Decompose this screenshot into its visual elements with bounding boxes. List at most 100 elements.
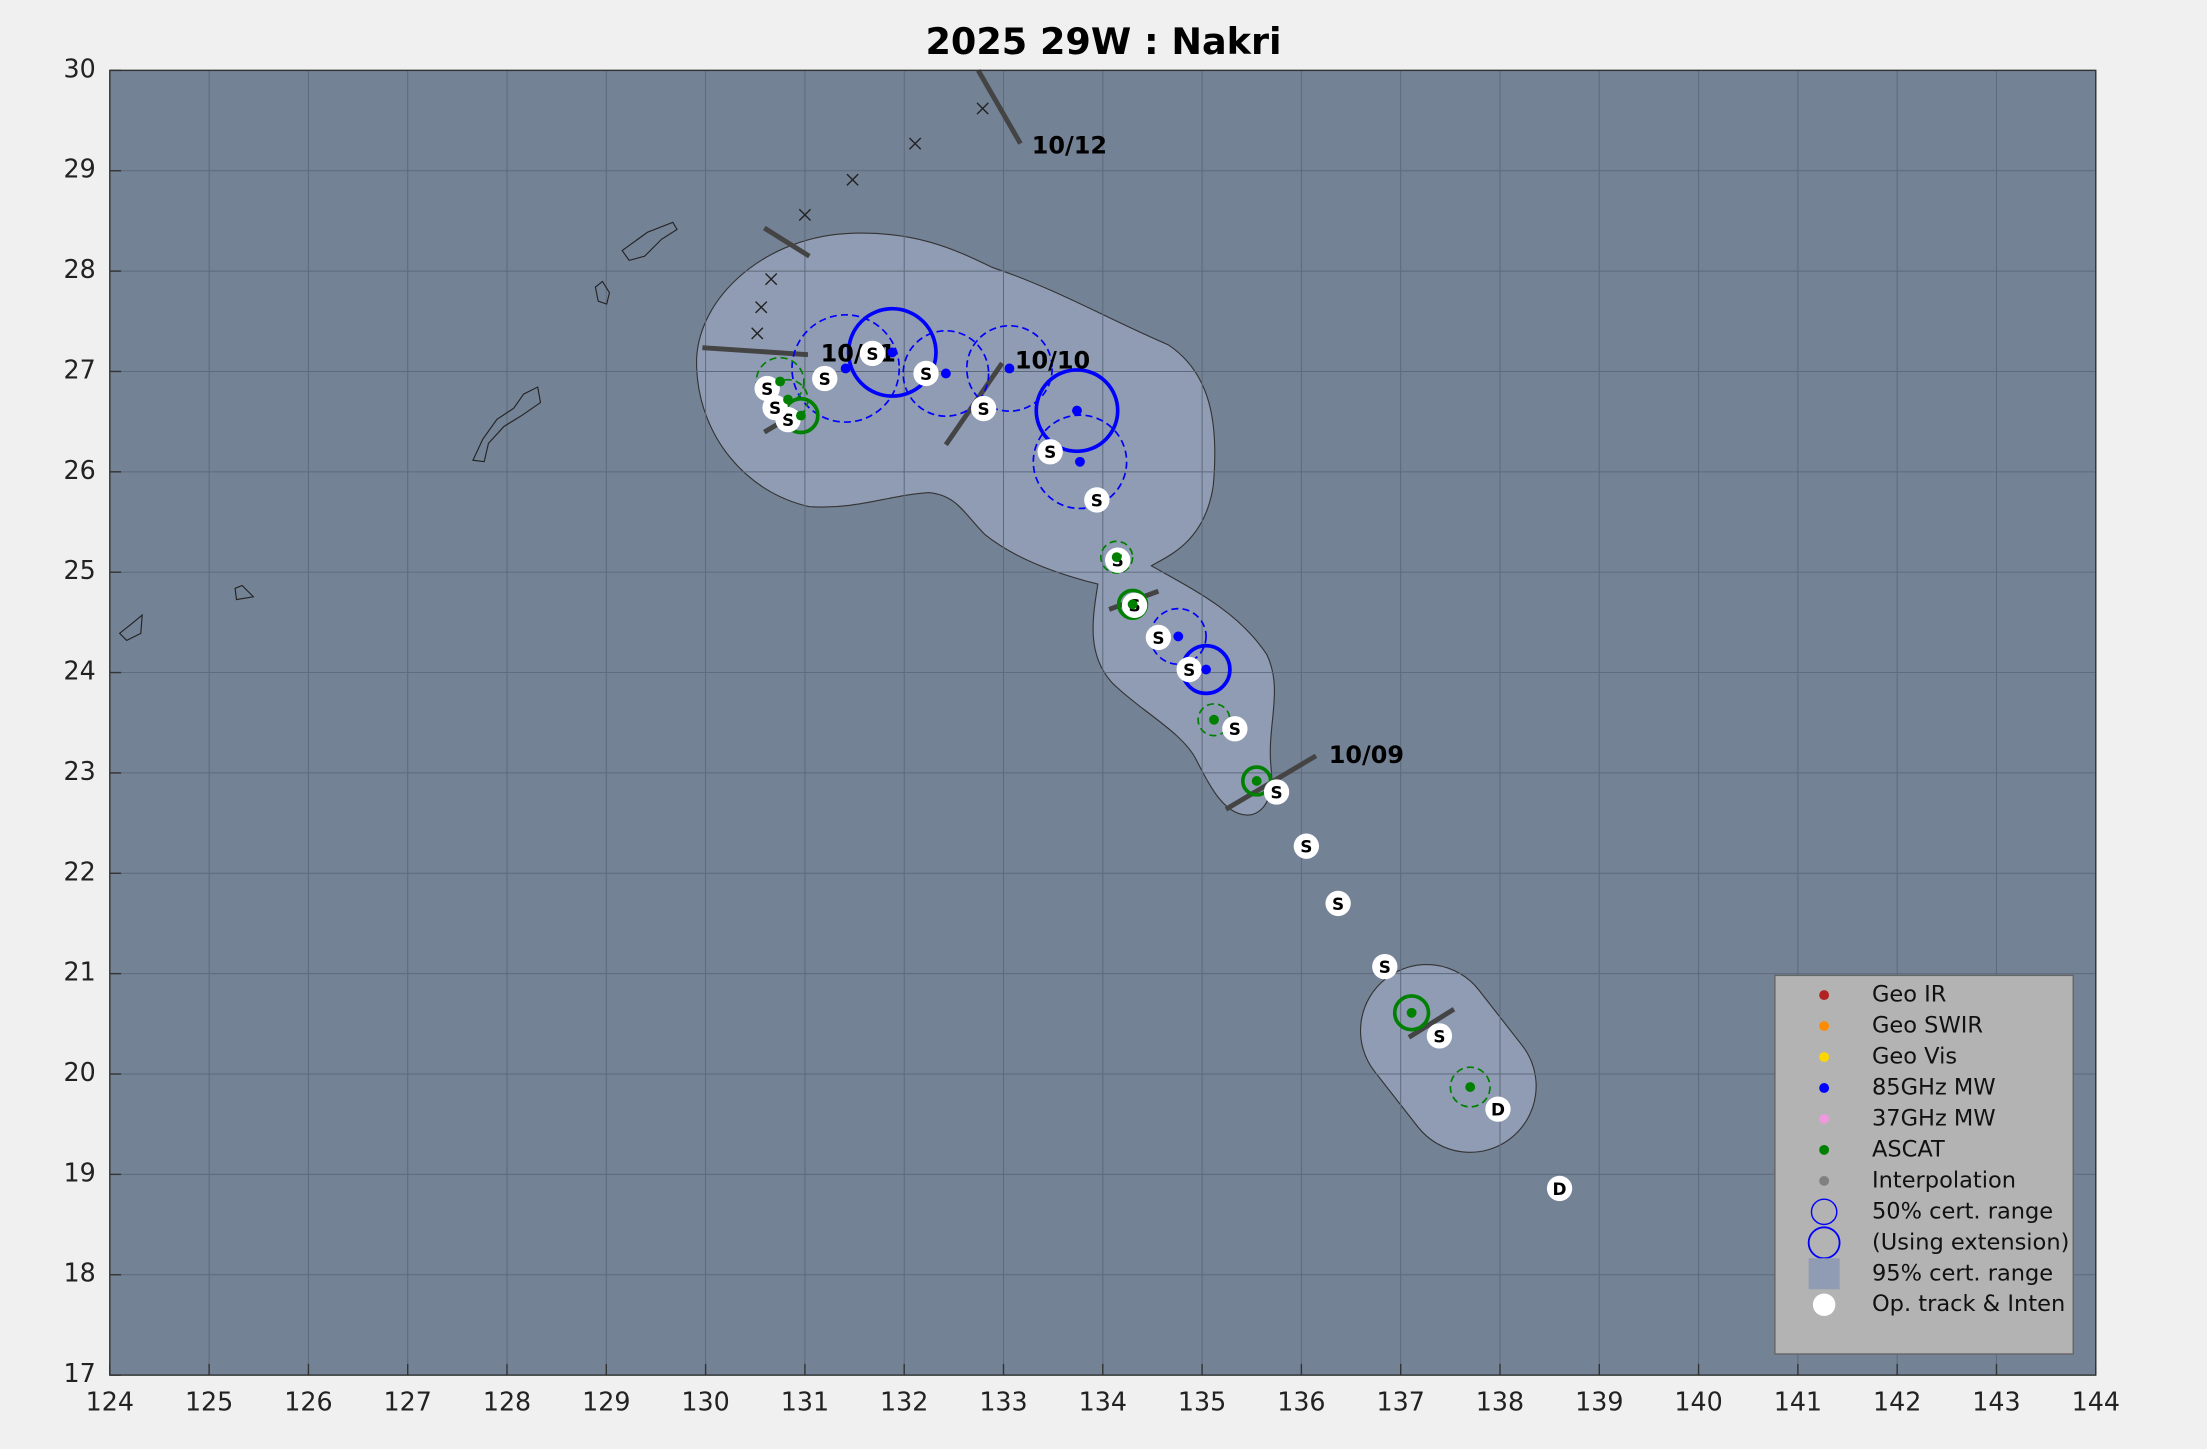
envelope-region: [696, 232, 1275, 816]
fix-point: [1075, 456, 1085, 467]
intensity-label: S: [1183, 660, 1195, 680]
intensity-label: D: [1491, 1100, 1505, 1120]
plot-frame: [109, 69, 2097, 1376]
fix-point: [1111, 552, 1122, 563]
legend-label: 95% cert. range: [1872, 1260, 2053, 1286]
x-tick-label: 140: [1674, 1386, 1722, 1416]
intensity-label: S: [1300, 837, 1312, 857]
legend-marker: [1819, 1175, 1830, 1186]
legend-marker: [1819, 990, 1830, 1001]
fix-point: [1173, 631, 1184, 642]
legend-label: 50% cert. range: [1872, 1198, 2053, 1224]
legend-marker: [1819, 1052, 1830, 1062]
legend-marker: [1808, 1258, 1840, 1290]
intensity-label: S: [1379, 957, 1391, 977]
legend-label: Geo SWIR: [1872, 1013, 1983, 1039]
track-point: [1222, 716, 1248, 742]
x-tick-label: 126: [284, 1386, 332, 1416]
legend-label: 37GHz MW: [1872, 1105, 1996, 1131]
fix-point: [1004, 363, 1015, 374]
intensity-label: S: [1332, 894, 1344, 914]
y-tick-label: 27: [64, 354, 96, 384]
track-point: [1372, 953, 1398, 980]
cert-circle: [1099, 540, 1134, 574]
island: [594, 280, 611, 305]
legend-marker: [1819, 1144, 1830, 1155]
legend: Geo IR Geo SWIR Geo Vis 85GHz MW 37GHz MW ASC…: [1774, 974, 2074, 1355]
x-tick-label: 138: [1476, 1386, 1524, 1416]
cert-circle: [1449, 1066, 1491, 1108]
legend-marker: [1819, 1021, 1830, 1031]
intensity-label: S: [1044, 442, 1056, 462]
forecast-point: [751, 327, 764, 340]
date-bar: [762, 225, 811, 259]
fix-point: [783, 394, 793, 405]
cert-circle: [1392, 994, 1431, 1032]
fix-point: [1465, 1082, 1476, 1092]
intensity-label: S: [1152, 628, 1164, 648]
legend-marker: [1812, 1293, 1836, 1316]
intensity-label: S: [866, 344, 878, 364]
track-point: [859, 340, 886, 367]
y-tick-label: 25: [64, 555, 96, 585]
fix-point: [1209, 714, 1219, 725]
legend-label: Op. track & Inten: [1872, 1291, 2065, 1317]
x-tick-label: 142: [1873, 1386, 1921, 1416]
x-tick-label: 133: [979, 1386, 1027, 1416]
track-point: [1546, 1175, 1573, 1202]
y-tick-label: 23: [64, 756, 96, 786]
x-tick-label: 127: [384, 1386, 432, 1416]
x-tick-label: 130: [681, 1386, 729, 1416]
date-label: 10/09: [1329, 741, 1404, 769]
legend-label: 85GHz MW: [1872, 1074, 1996, 1100]
forecast-point: [765, 273, 778, 286]
y-tick-label: 28: [64, 254, 96, 284]
y-tick-label: 24: [64, 656, 96, 686]
track-point: [1263, 779, 1290, 805]
track-point: [1293, 833, 1320, 859]
intensity-label: S: [1229, 719, 1241, 739]
cert-circle: [1149, 607, 1207, 666]
coastlines: [118, 221, 678, 642]
legend-label: Geo IR: [1872, 982, 1946, 1008]
y-tick-label: 18: [64, 1258, 96, 1288]
fix-point: [796, 410, 806, 421]
legend-label: Interpolation: [1872, 1167, 2016, 1193]
x-tick-label: 141: [1774, 1386, 1822, 1416]
certainty-envelope: [696, 232, 1537, 1153]
x-tick-label: 144: [2072, 1386, 2120, 1416]
fix-point: [1406, 1007, 1417, 1018]
legend-marker: [1819, 1083, 1830, 1093]
forecast-point: [798, 208, 812, 222]
fix-point: [840, 363, 851, 374]
track-point: [1037, 439, 1063, 465]
x-tick-label: 131: [781, 1386, 829, 1416]
intensity-label: S: [1433, 1026, 1445, 1046]
forecast-point: [846, 173, 859, 186]
forecast-point: [755, 301, 768, 314]
track-point: [1145, 624, 1172, 651]
island: [234, 584, 255, 601]
fix-point: [887, 347, 898, 358]
x-tick-label: 135: [1178, 1386, 1226, 1416]
date-bar: [1407, 1007, 1456, 1040]
cert-circle: [965, 324, 1053, 412]
intensity-label: S: [761, 379, 773, 399]
track-point: [1325, 890, 1351, 917]
track-point: [812, 365, 838, 392]
y-tick-label: 21: [64, 957, 96, 987]
track-point: [754, 375, 780, 402]
fix-point: [940, 368, 951, 379]
y-tick-label: 29: [64, 154, 96, 184]
x-tick-label: 139: [1575, 1386, 1623, 1416]
legend-box: [1774, 974, 2074, 1355]
cert-circle: [791, 313, 901, 423]
intensity-label: S: [1091, 490, 1103, 510]
fix-point: [1072, 405, 1082, 416]
y-tick-label: 20: [64, 1057, 96, 1087]
x-tick-label: 143: [1972, 1386, 2020, 1416]
track-point: [970, 395, 997, 422]
intensity-label: D: [1553, 1179, 1567, 1199]
x-tick-label: 136: [1277, 1386, 1325, 1416]
